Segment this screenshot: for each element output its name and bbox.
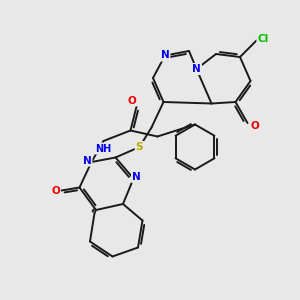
Text: N: N: [192, 64, 201, 74]
Text: O: O: [128, 95, 136, 106]
Text: N: N: [160, 50, 169, 61]
Text: N: N: [82, 155, 91, 166]
Text: S: S: [136, 142, 143, 152]
Text: NH: NH: [95, 143, 112, 154]
Text: Cl: Cl: [257, 34, 269, 44]
Text: O: O: [250, 121, 260, 131]
Text: O: O: [51, 185, 60, 196]
Text: N: N: [132, 172, 141, 182]
